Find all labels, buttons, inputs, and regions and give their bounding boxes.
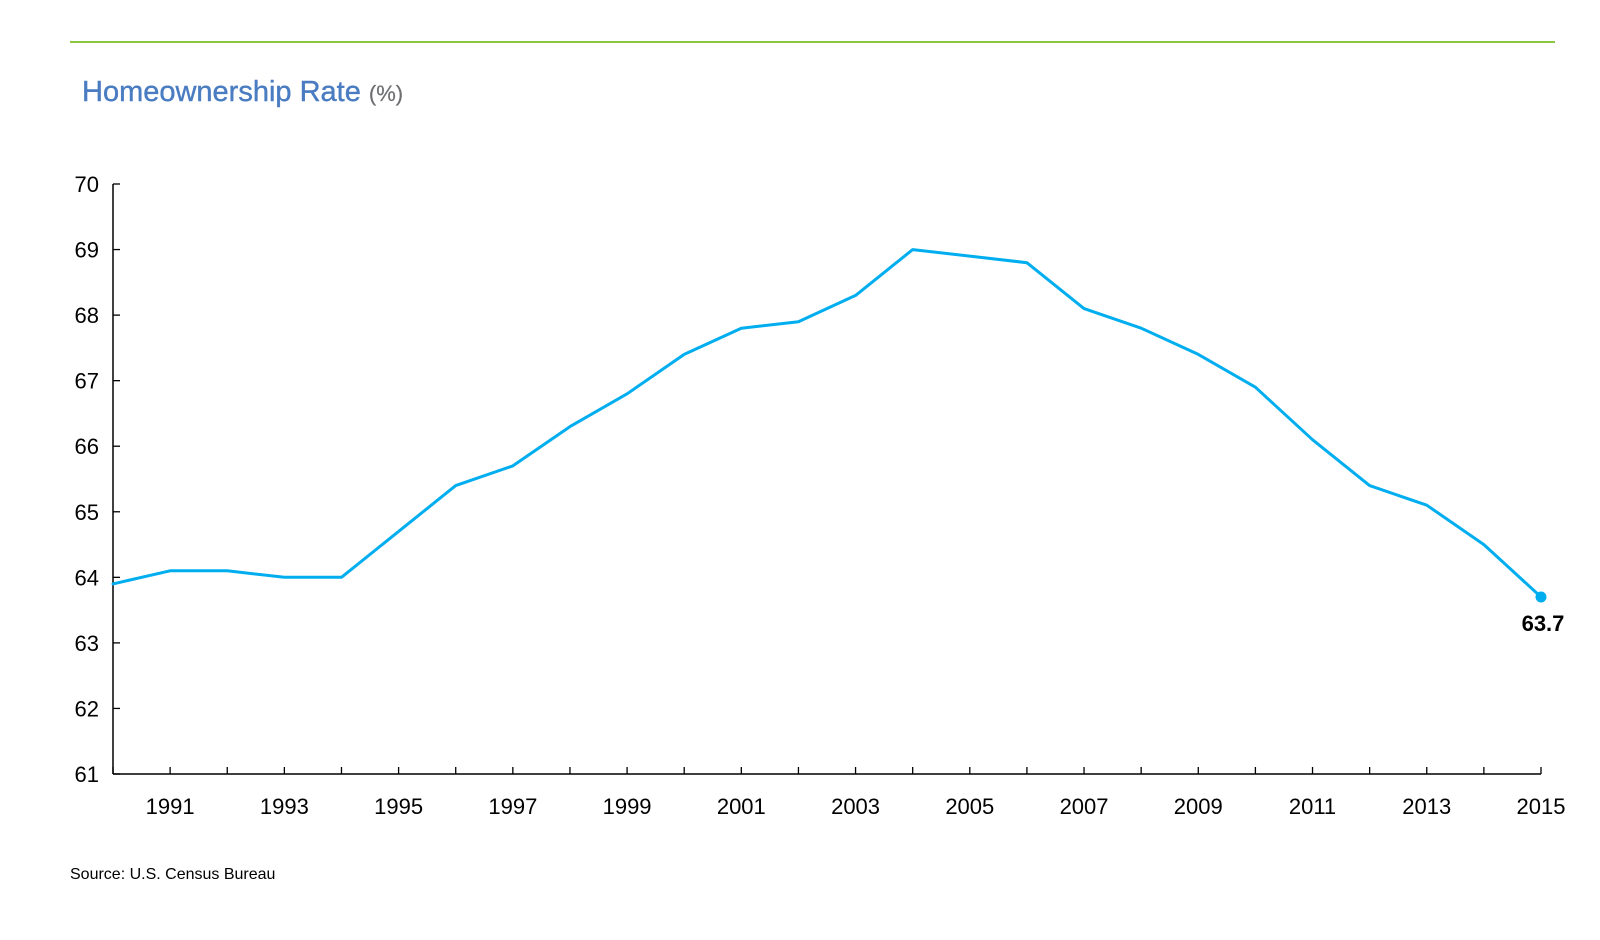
x-tick-label: 2003 xyxy=(831,794,880,819)
y-tick-label: 64 xyxy=(75,565,99,590)
x-tick-label: 2007 xyxy=(1060,794,1109,819)
y-tick-label: 63 xyxy=(75,631,99,656)
x-tick-label: 2009 xyxy=(1174,794,1223,819)
source-note: Source: U.S. Census Bureau xyxy=(70,866,276,883)
x-tick-label: 1997 xyxy=(488,794,537,819)
y-tick-label: 69 xyxy=(75,238,99,263)
top-divider-rule xyxy=(70,41,1555,43)
x-tick-label: 2001 xyxy=(717,794,766,819)
end-point-marker xyxy=(1535,591,1547,603)
series-line xyxy=(111,248,1543,599)
y-tick-label: 70 xyxy=(75,172,99,197)
y-tick-label: 62 xyxy=(75,696,99,721)
chart-title-unit: (%) xyxy=(368,81,404,106)
x-tick-label: 2015 xyxy=(1517,794,1566,819)
x-tick-label: 1993 xyxy=(260,794,309,819)
x-tick-label: 2005 xyxy=(945,794,994,819)
chart-title: Homeownership Rate (%) xyxy=(82,76,403,109)
series-layer xyxy=(111,248,1547,603)
chart-title-text: Homeownership Rate xyxy=(82,76,361,108)
end-value-label: 63.7 xyxy=(1522,611,1565,636)
x-tick-label: 1995 xyxy=(374,794,423,819)
y-tick-label: 65 xyxy=(75,500,99,525)
y-tick-label: 67 xyxy=(75,369,99,394)
x-tick-label: 1991 xyxy=(146,794,195,819)
labels-layer: 61 62 63 64 65 66 67 68 69 70 1991 1993 1995 1997 1999… xyxy=(75,172,1566,819)
y-tick-label: 61 xyxy=(75,762,99,787)
y-tick-label: 68 xyxy=(75,303,99,328)
y-tick-label: 66 xyxy=(75,434,99,459)
x-tick-label: 1999 xyxy=(603,794,652,819)
x-tick-label: 2011 xyxy=(1289,794,1336,819)
axes xyxy=(112,183,1542,775)
x-tick-label: 2013 xyxy=(1402,794,1451,819)
